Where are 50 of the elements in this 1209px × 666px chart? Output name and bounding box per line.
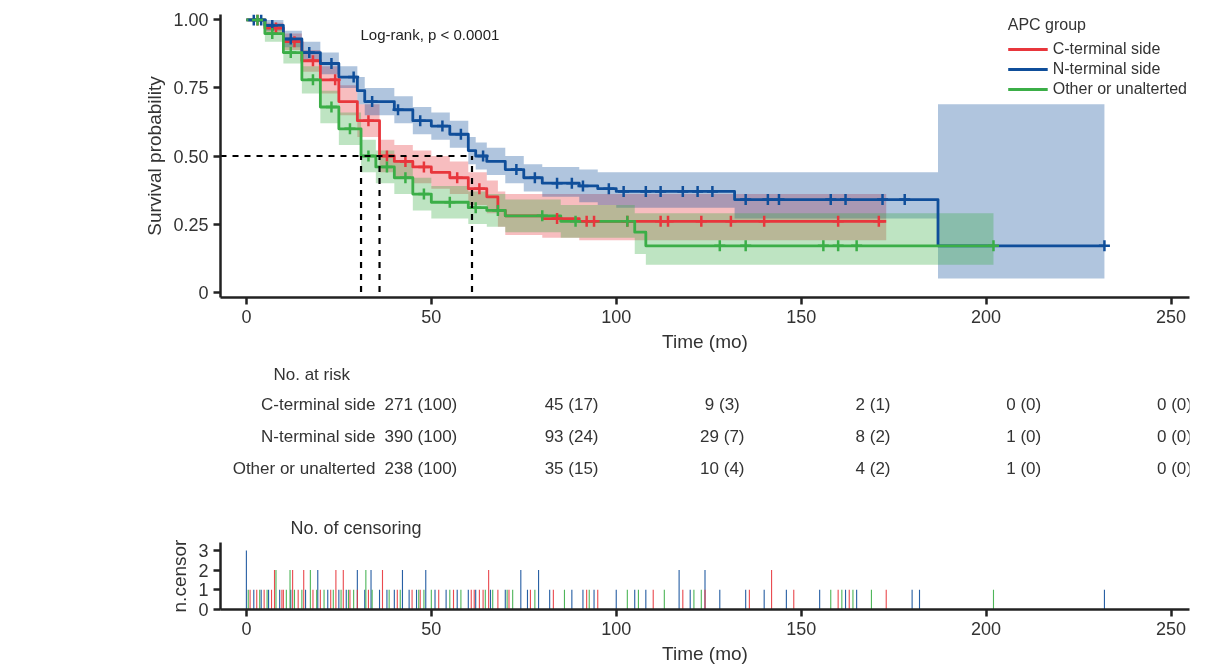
text: 4 (2) — [855, 459, 891, 478]
text: 45 (17) — [544, 395, 599, 414]
x-axis-title: Time (mo) — [662, 330, 748, 352]
x-tick-label: 150 — [786, 618, 817, 639]
text: 93 (24) — [544, 427, 599, 446]
x-tick-label: 100 — [601, 618, 632, 639]
y-tick-label: 3 — [198, 540, 209, 561]
x-tick-label: 100 — [601, 306, 632, 327]
text: 35 (15) — [544, 459, 599, 478]
y-tick-label: 2 — [198, 560, 209, 581]
category-label: Other or unalterted — [232, 459, 376, 478]
y-axis-title: Survival probability — [144, 75, 166, 236]
chart-title: No. of censoring — [290, 517, 422, 538]
text: 29 (7) — [700, 427, 745, 446]
x-axis-title: Time (mo) — [662, 642, 748, 664]
text: No. at risk — [273, 365, 351, 384]
text: 271 (100) — [384, 395, 458, 414]
legend-title: APC group — [1007, 16, 1087, 34]
text: 2 (1) — [855, 395, 891, 414]
legend-label: N-terminal side — [1052, 60, 1161, 78]
y-tick-label: 0.25 — [173, 214, 209, 235]
text: 390 (100) — [384, 427, 458, 446]
x-tick-label: 200 — [971, 306, 1002, 327]
x-tick-label: 250 — [1155, 618, 1187, 639]
text: 10 (4) — [700, 459, 745, 478]
text: 0 (0) — [1006, 395, 1042, 414]
y-axis-title: n.censor — [169, 538, 191, 613]
category-label: N-terminal side — [261, 427, 376, 446]
x-tick-label: 200 — [971, 618, 1002, 639]
text: 8 (2) — [855, 427, 891, 446]
x-tick-label: 50 — [421, 618, 442, 639]
text: 9 (3) — [704, 395, 740, 414]
x-tick-label: 0 — [241, 306, 252, 327]
category-label: C-terminal side — [261, 395, 376, 414]
y-tick-label: 0.50 — [173, 146, 209, 167]
y-tick-label: 1.00 — [173, 10, 209, 31]
text: 238 (100) — [384, 459, 458, 478]
x-tick-label: 250 — [1155, 306, 1187, 327]
x-tick-label: 0 — [241, 618, 252, 639]
text: 1 (0) — [1006, 427, 1042, 446]
x-tick-label: 150 — [786, 306, 817, 327]
y-tick-label: 0 — [198, 600, 209, 620]
legend-label: C-terminal side — [1052, 40, 1161, 58]
x-tick-label: 50 — [421, 306, 442, 327]
annotation: Log-rank, p < 0.0001 — [360, 25, 500, 43]
y-tick-label: 1 — [198, 580, 209, 601]
text: 1 (0) — [1006, 459, 1042, 478]
y-tick-label: 0.75 — [173, 78, 209, 99]
legend-label: Other or unalterted — [1052, 80, 1187, 98]
y-tick-label: 0 — [198, 282, 209, 303]
